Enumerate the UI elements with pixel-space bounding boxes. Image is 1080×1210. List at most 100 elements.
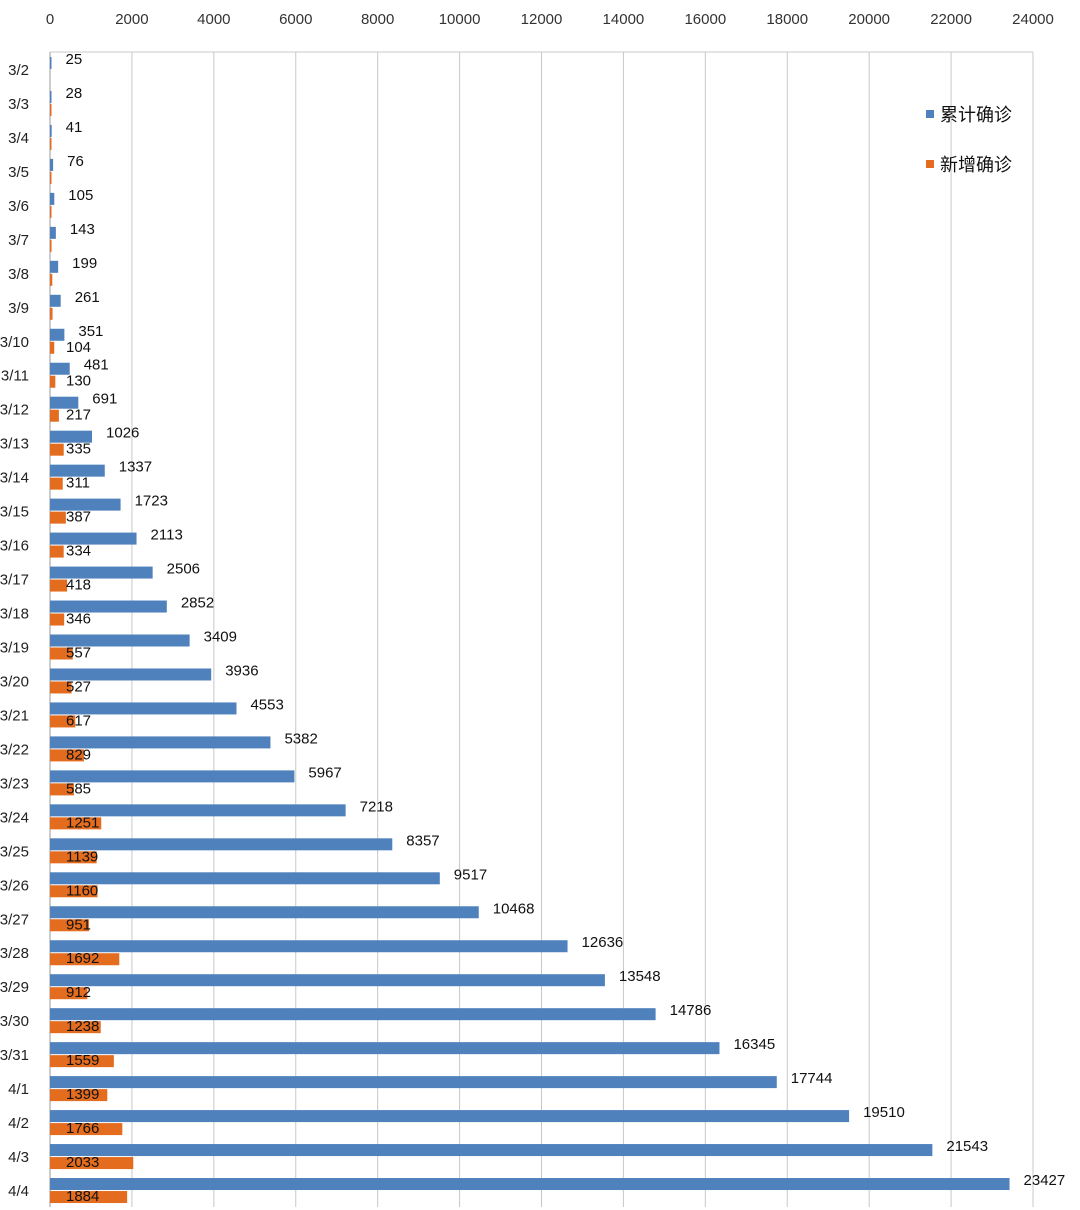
bar-new-4/4 — [50, 1191, 128, 1204]
category-label: 3/18 — [0, 606, 29, 623]
tick-label-24000: 24000 — [1012, 11, 1054, 28]
bar-cumulative-3/23 — [50, 770, 295, 783]
category-label: 3/26 — [0, 877, 29, 894]
bar-new-3/14 — [50, 477, 63, 490]
label-new-3/21: 617 — [66, 712, 91, 729]
bar-new-3/21 — [50, 715, 76, 728]
bar-new-3/8 — [50, 273, 53, 286]
bar-cumulative-3/21 — [50, 702, 237, 715]
tick-label-22000: 22000 — [930, 11, 972, 28]
bar-new-3/31 — [50, 1055, 114, 1068]
category-label: 3/20 — [0, 673, 29, 690]
bar-new-3/3 — [50, 103, 52, 116]
bar-cumulative-3/17 — [50, 566, 153, 579]
bar-new-3/17 — [50, 579, 68, 592]
bar-new-3/18 — [50, 613, 65, 626]
label-cumulative-3/31: 16345 — [733, 1036, 775, 1053]
label-new-3/18: 346 — [66, 611, 91, 628]
category-label: 3/23 — [0, 775, 29, 792]
label-cumulative-3/7: 143 — [70, 221, 95, 238]
label-cumulative-3/17: 2506 — [167, 561, 200, 578]
bar-new-3/7 — [50, 239, 52, 252]
category-label: 3/15 — [0, 504, 29, 521]
category-label: 3/6 — [8, 198, 29, 215]
label-cumulative-4/4: 23427 — [1024, 1172, 1066, 1189]
label-new-3/31: 1559 — [66, 1052, 99, 1069]
tick-label-0: 0 — [46, 11, 54, 28]
category-label: 3/9 — [8, 300, 29, 317]
label-cumulative-3/24: 7218 — [360, 798, 393, 815]
label-cumulative-3/6: 105 — [68, 187, 93, 204]
bar-cumulative-3/19 — [50, 634, 190, 647]
label-new-3/16: 334 — [66, 543, 91, 560]
label-cumulative-3/11: 481 — [84, 357, 109, 374]
label-new-3/22: 829 — [66, 746, 91, 763]
category-label: 3/19 — [0, 639, 29, 656]
bar-new-3/16 — [50, 545, 64, 558]
bar-cumulative-4/1 — [50, 1076, 777, 1089]
category-label: 3/11 — [1, 368, 29, 385]
label-new-3/17: 418 — [66, 577, 91, 594]
category-label: 3/10 — [0, 334, 29, 351]
bar-cumulative-3/6 — [50, 192, 55, 205]
y-axis-categories: 3/2 3/3 3/4 3/5 3/6 3/7 3/8 3/9 3/10 3/11 3/12 3/13… — [0, 62, 29, 1200]
category-label: 4/1 — [8, 1081, 29, 1098]
bar-cumulative-3/2 — [50, 57, 52, 69]
label-cumulative-3/14: 1337 — [119, 459, 152, 476]
bar-cumulative-3/26 — [50, 872, 440, 885]
label-cumulative-3/23: 5967 — [308, 764, 341, 781]
category-label: 4/4 — [8, 1183, 29, 1200]
bar-cumulative-3/25 — [50, 838, 393, 851]
bar-cumulative-3/11 — [50, 362, 70, 375]
legend-swatch-0 — [926, 110, 934, 118]
label-cumulative-3/15: 1723 — [135, 493, 168, 510]
bar-new-3/26 — [50, 885, 98, 898]
bar-cumulative-3/30 — [50, 1008, 656, 1021]
bar-new-3/27 — [50, 919, 89, 932]
label-cumulative-3/16: 2113 — [151, 527, 183, 544]
bar-cumulative-4/4 — [50, 1178, 1010, 1191]
bar-new-3/29 — [50, 987, 88, 1000]
category-label: 3/2 — [8, 62, 29, 79]
label-new-3/24: 1251 — [66, 814, 99, 831]
bar-new-3/20 — [50, 681, 72, 694]
label-new-4/2: 1766 — [66, 1120, 99, 1137]
category-label: 3/8 — [8, 266, 29, 283]
bar-new-3/12 — [50, 409, 59, 422]
bar-cumulative-3/29 — [50, 974, 605, 987]
category-label: 3/27 — [0, 911, 29, 928]
bar-cumulative-3/8 — [50, 260, 59, 273]
label-cumulative-4/3: 21543 — [946, 1138, 988, 1155]
label-new-3/15: 387 — [66, 509, 91, 526]
label-cumulative-3/2: 25 — [66, 51, 83, 68]
label-cumulative-3/3: 28 — [66, 85, 83, 102]
category-label: 3/21 — [0, 707, 29, 724]
label-new-3/14: 311 — [66, 475, 90, 492]
label-new-4/3: 2033 — [66, 1154, 99, 1171]
category-label: 3/24 — [0, 809, 29, 826]
tick-label-6000: 6000 — [279, 11, 312, 28]
label-cumulative-3/10: 351 — [78, 323, 103, 340]
bar-cumulative-3/14 — [50, 464, 105, 477]
category-label: 4/2 — [8, 1115, 29, 1132]
tick-label-20000: 20000 — [848, 11, 890, 28]
category-label: 3/22 — [0, 741, 29, 758]
category-label: 3/16 — [0, 538, 29, 555]
bar-cumulative-3/27 — [50, 906, 479, 919]
bar-cumulative-3/3 — [50, 90, 52, 103]
tick-label-2000: 2000 — [115, 11, 148, 28]
bar-new-3/13 — [50, 443, 64, 456]
category-label: 3/14 — [0, 470, 29, 487]
bar-cumulative-3/18 — [50, 600, 167, 613]
label-cumulative-3/26: 9517 — [454, 866, 487, 883]
label-cumulative-3/22: 5382 — [284, 730, 317, 747]
bar-new-3/28 — [50, 953, 120, 966]
category-label: 3/5 — [8, 164, 29, 181]
bar-new-3/9 — [50, 307, 53, 320]
label-new-3/13: 335 — [66, 441, 91, 458]
label-new-3/23: 585 — [66, 780, 91, 797]
bar-new-3/23 — [50, 783, 74, 796]
bar-cumulative-3/24 — [50, 804, 346, 817]
